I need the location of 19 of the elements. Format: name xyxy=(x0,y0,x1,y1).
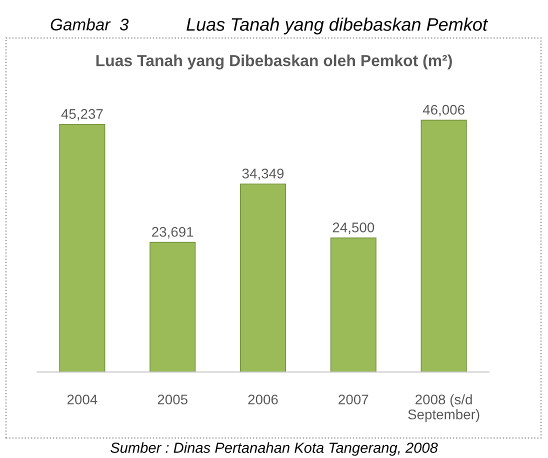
bar xyxy=(59,124,106,372)
bar xyxy=(240,184,286,372)
bar xyxy=(150,242,196,372)
x-tick-label: 2008 (s/d September) xyxy=(408,394,480,422)
text: Gambar 3 xyxy=(50,18,129,30)
data-label: 24,500 xyxy=(332,222,374,234)
bar xyxy=(420,120,467,372)
x-tick-label: 2005 xyxy=(158,394,188,404)
data-label: 45,237 xyxy=(61,109,103,121)
x-tick-label: 2007 xyxy=(338,394,368,404)
x-tick-label: 2004 xyxy=(67,394,98,404)
chart-title: Luas Tanah yang Dibebaskan oleh Pemkot (m²) xyxy=(96,54,452,70)
text: Sumber : Dinas Pertanahan Kota Tangerang, 2008 xyxy=(110,442,438,456)
x-tick-label: 2006 xyxy=(248,394,278,404)
data-label: 46,006 xyxy=(422,104,464,116)
text: Luas Tanah yang dibebaskan Pemkot xyxy=(186,18,488,34)
data-label: 34,349 xyxy=(242,168,284,180)
bar xyxy=(330,237,376,372)
data-label: 23,691 xyxy=(152,226,194,238)
